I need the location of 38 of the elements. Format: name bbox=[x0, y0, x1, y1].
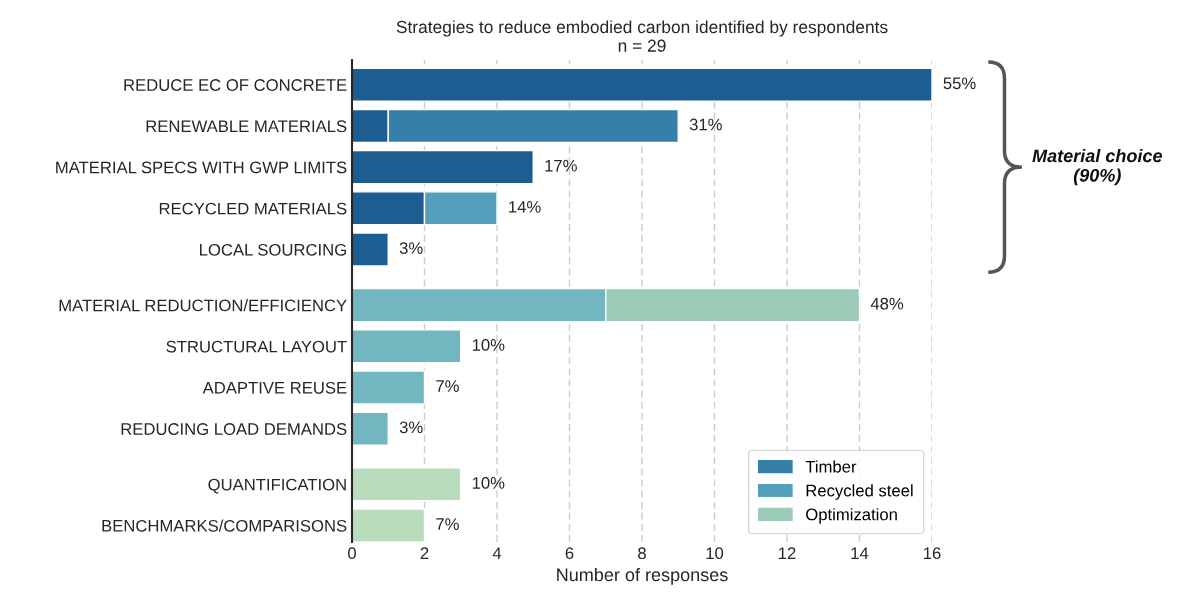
legend-label: Timber bbox=[805, 460, 857, 473]
x-axis-title: Number of responses bbox=[557, 567, 728, 585]
x-tick-label: 2 bbox=[420, 547, 429, 559]
y-tick-label: ADAPTIVE REUSE bbox=[202, 381, 347, 394]
legend-label: Recycled steel bbox=[806, 484, 913, 500]
annotation: 17% bbox=[545, 159, 577, 172]
annotation: 3% bbox=[399, 421, 423, 434]
annotation: 55% bbox=[943, 77, 976, 90]
y-tick-label: QUANTIFICATION bbox=[208, 478, 346, 494]
y-tick-label: RENEWABLE MATERIALS bbox=[146, 120, 347, 133]
x-tick-label: 6 bbox=[565, 547, 574, 560]
y-tick-label: REDUCE EC OF CONCRETE bbox=[124, 79, 347, 91]
legend-label: Optimization bbox=[806, 508, 897, 524]
annotation: 10% bbox=[472, 338, 505, 351]
y-tick-label: MATERIAL SPECS WITH GWP LIMITS bbox=[56, 161, 347, 174]
text: Material choice (90%) bbox=[1032, 148, 1163, 186]
y-tick-label: RECYCLED MATERIALS bbox=[159, 202, 347, 215]
annotation: 7% bbox=[436, 518, 459, 530]
x-tick-label: 14 bbox=[851, 547, 869, 559]
x-tick-label: 8 bbox=[638, 547, 646, 560]
annotation: 7% bbox=[436, 380, 459, 392]
y-tick-label: REDUCING LOAD DEMANDS bbox=[121, 423, 347, 435]
chart-subtitle: n = 29 bbox=[618, 39, 666, 52]
chart-title: Strategies to reduce embodied carbon identified by respondents bbox=[396, 20, 888, 37]
x-tick-label: 0 bbox=[348, 547, 356, 560]
annotation: 48% bbox=[870, 297, 904, 310]
x-tick-label: 16 bbox=[924, 547, 941, 560]
annotation: 3% bbox=[399, 242, 423, 254]
y-tick-label: STRUCTURAL LAYOUT bbox=[166, 340, 347, 353]
y-tick-label: LOCAL SOURCING bbox=[200, 243, 346, 256]
y-tick-label: MATERIAL REDUCTION/EFFICIENCY bbox=[59, 299, 347, 312]
annotation: 31% bbox=[689, 118, 722, 131]
x-tick-label: 10 bbox=[706, 547, 724, 560]
annotation: 14% bbox=[509, 201, 541, 213]
x-tick-label: 4 bbox=[492, 547, 502, 559]
annotation: 10% bbox=[472, 477, 505, 489]
x-tick-label: 12 bbox=[779, 547, 796, 559]
y-tick-label: BENCHMARKS/COMPARISONS bbox=[102, 519, 347, 532]
